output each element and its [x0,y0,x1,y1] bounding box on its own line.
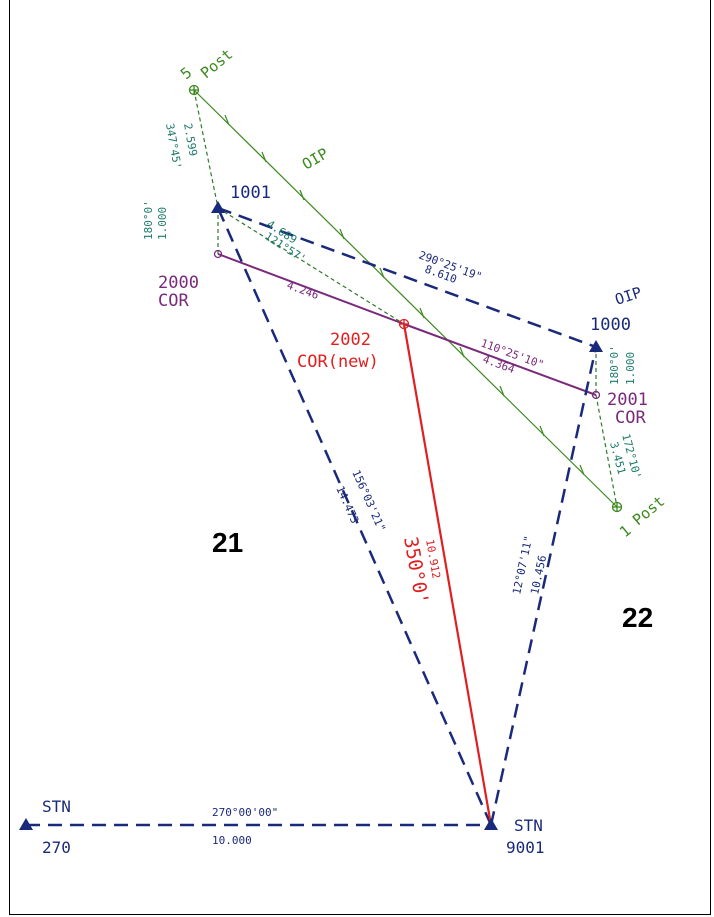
point-1-number: 1 [616,521,634,541]
point-1000-symbol[interactable] [589,340,603,352]
point-2001-number: 2001 [607,390,648,410]
line-5-to-1-ticks [224,114,585,476]
line-9001-to-2002 [402,323,493,826]
point-9001-symbol[interactable] [484,818,498,830]
point-2000-symbol[interactable] [213,249,223,259]
line-1001-to-2002 [217,207,405,325]
point-1-symbol[interactable] [611,501,623,513]
point-2002-desc: COR(new) [297,352,379,372]
point-1-desc: Post [629,492,668,529]
line-1001-to-1000 [217,206,597,349]
lot-21-label: 21 [212,527,243,558]
point-2000-desc: COR [158,291,189,311]
line-5-to-1001 [193,89,219,209]
point-270-symbol[interactable] [19,818,33,830]
point-9001-desc: STN [514,816,543,835]
line-2002-to-2001 [403,323,597,396]
l-5-1001-brg: 347°45' [163,122,184,170]
l-1000-2001-brg: 180°0' [608,345,621,385]
l-5-1001-dist: 2.599 [181,122,200,157]
l-1001-2000-brg: 180°0' [142,200,155,240]
point-2002-symbol[interactable] [398,318,410,330]
point-2002-number: 2002 [330,330,371,350]
l-1001-2000-dist: 1.000 [156,207,169,240]
l-1000-2001-dist: 1.000 [624,352,637,385]
point-1000-desc: OIP [613,283,644,308]
point-1000-number: 1000 [590,315,631,335]
oip-label-top: OIP [299,144,331,173]
point-2001-symbol[interactable] [591,390,601,400]
point-5-number: 5 [177,63,195,83]
lot-22-label: 22 [622,602,653,633]
point-5-symbol[interactable] [188,84,200,96]
point-270-number: 270 [42,838,71,857]
line-9001-to-1001 [216,207,493,826]
line-9001-to-1000 [489,346,598,826]
l-9001-1000-dist: 10.456 [528,554,549,596]
point-1001-number: 1001 [230,183,271,203]
point-2000-number: 2000 [158,273,199,293]
line-2001-to-1 [595,394,618,508]
point-1001-symbol[interactable] [211,201,225,213]
point-5-desc: Post [197,45,236,82]
l-270-9001-brg: 270°00'00" [212,806,278,819]
point-270-desc: STN [42,797,71,816]
l-9001-1001-brg: 156°03'21" [349,468,388,534]
l-2000-2002-dist: 4.246 [285,279,321,303]
l-270-9001-dist: 10.000 [212,834,252,847]
drawing-frame [9,0,711,915]
point-2001-desc: COR [615,408,646,428]
line-2000-to-2002 [217,253,405,325]
point-9001-number: 9001 [506,838,545,857]
